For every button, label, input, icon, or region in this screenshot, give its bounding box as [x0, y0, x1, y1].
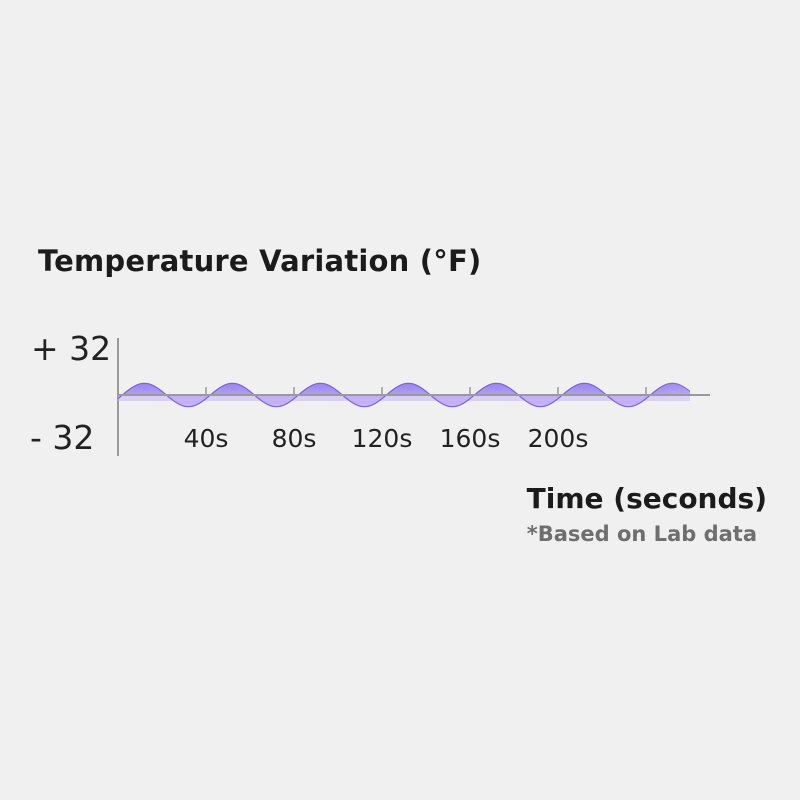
x-axis-title: Time (seconds) [526, 482, 767, 515]
temperature-wave-line [117, 382, 691, 408]
footnote: *Based on Lab data [526, 522, 757, 546]
x-tick-label: 40s [183, 424, 229, 453]
x-tick-label: 160s [439, 424, 501, 453]
x-tick-label: 200s [527, 424, 589, 453]
chart-title: Temperature Variation (°F) [38, 244, 482, 278]
y-tick-label-bottom: - 32 [30, 418, 95, 457]
x-tick-label: 120s [351, 424, 413, 453]
y-tick-label-top: + 32 [31, 329, 112, 368]
baseline-glow [118, 395, 690, 401]
x-tick-label: 80s [271, 424, 317, 453]
